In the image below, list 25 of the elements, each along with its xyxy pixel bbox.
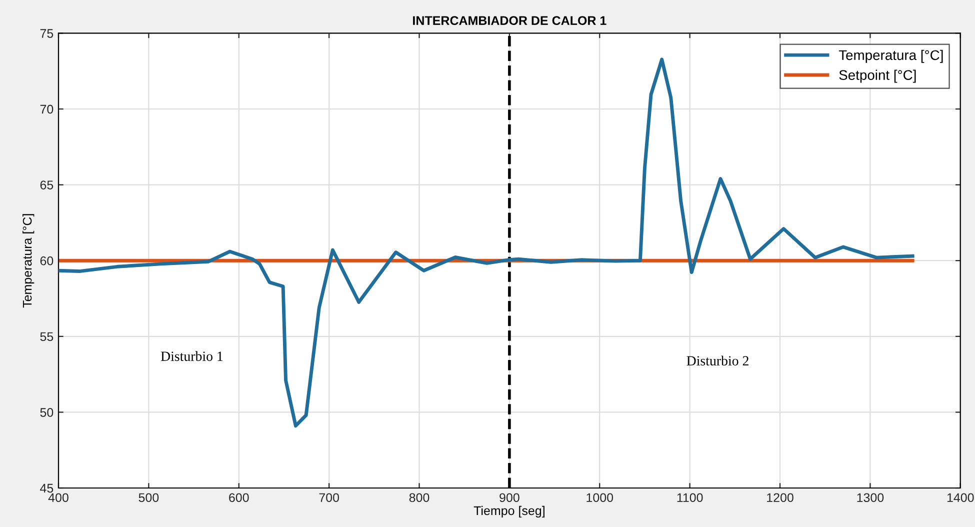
x-tick-label: 1300 xyxy=(857,493,884,502)
x-tick-label: 900 xyxy=(500,493,520,502)
legend-label: Temperatura [°C] xyxy=(838,50,943,63)
x-tick-label: 400 xyxy=(48,493,68,502)
x-tick-label: 1400 xyxy=(947,493,974,502)
x-tick-label: 1200 xyxy=(767,493,794,502)
annotation: Disturbio 1 xyxy=(160,351,223,361)
y-tick-label: 70 xyxy=(40,104,54,114)
x-tick-label: 1100 xyxy=(677,493,703,502)
annotation: Disturbio 2 xyxy=(686,356,748,366)
x-axis-title: Tiempo [seg] xyxy=(474,506,544,518)
chart-title: INTERCAMBIADOR DE CALOR 1 xyxy=(413,16,606,25)
y-tick-label: 50 xyxy=(40,408,54,417)
x-tick-label: 1000 xyxy=(586,493,614,502)
x-tick-label: 500 xyxy=(138,493,159,502)
x-tick-label: 800 xyxy=(409,493,430,502)
y-axis-title: Temperatura [°C] xyxy=(22,214,34,308)
x-tick-label: 700 xyxy=(319,493,339,502)
y-tick-label: 75 xyxy=(40,29,54,38)
y-tick-label: 60 xyxy=(40,256,54,266)
y-tick-label: 65 xyxy=(40,180,54,190)
legend-label: Setpoint [°C] xyxy=(839,70,916,83)
x-tick-label: 600 xyxy=(229,493,249,502)
y-tick-label: 45 xyxy=(40,484,54,493)
y-tick-label: 55 xyxy=(40,332,54,342)
